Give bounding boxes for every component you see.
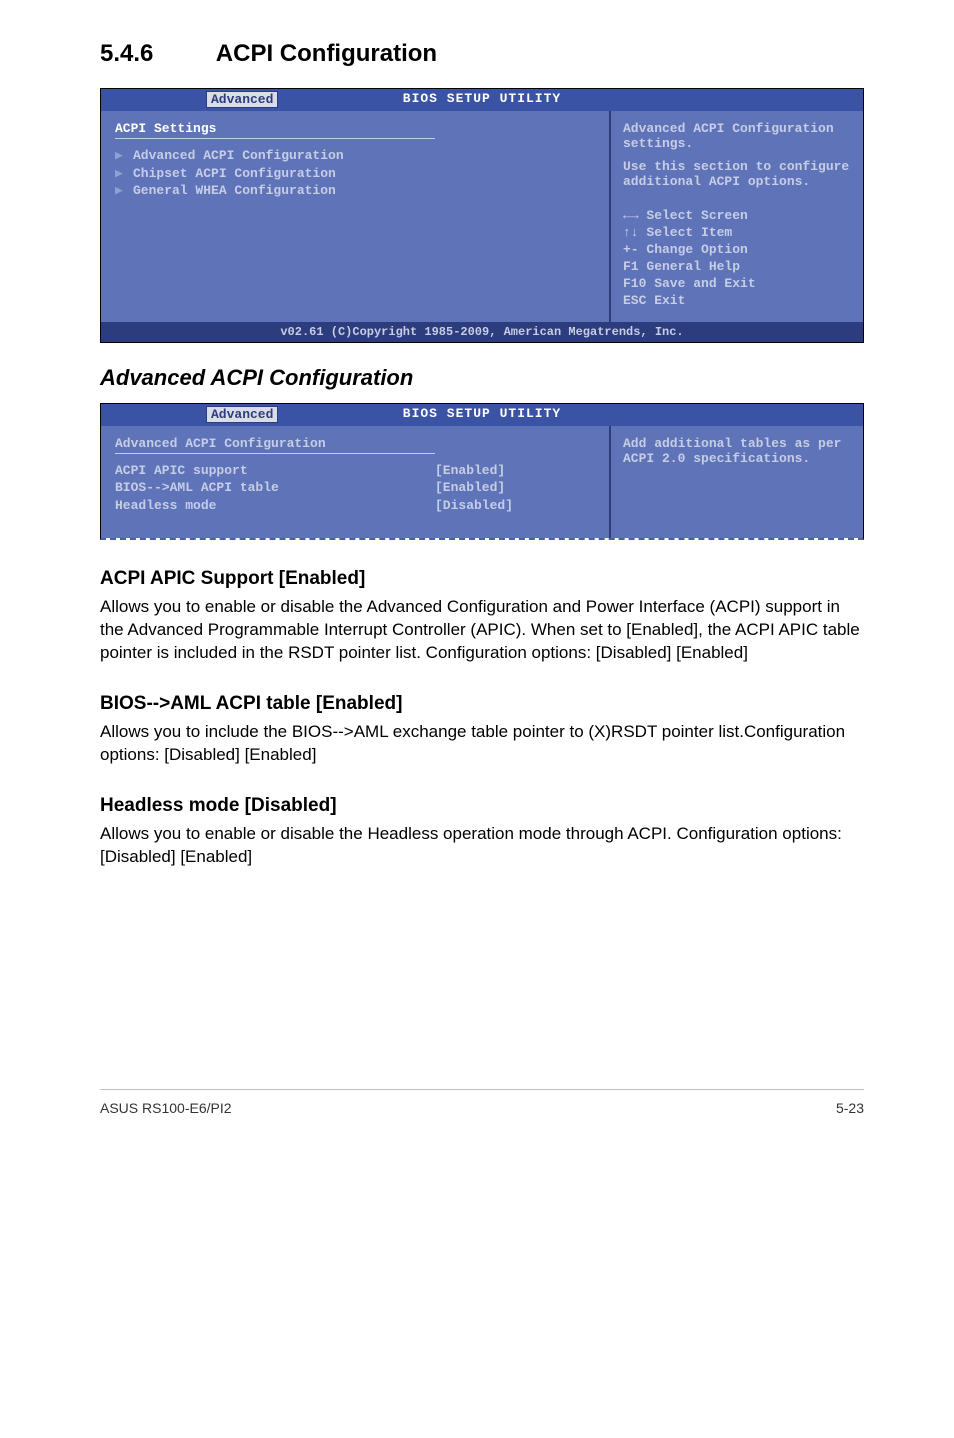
bios-menu-label: Advanced ACPI Configuration: [133, 148, 344, 163]
bios-menu-item[interactable]: ▶Advanced ACPI Configuration: [115, 147, 595, 165]
key-hint: ESC Exit: [623, 293, 853, 310]
setting-name: Headless mode: [115, 497, 435, 515]
bios-left-pane: ACPI Settings ▶Advanced ACPI Configurati…: [101, 111, 609, 322]
key-hint: ←→ Select Screen: [623, 208, 853, 225]
body-text: Allows you to include the BIOS-->AML exc…: [100, 721, 864, 767]
bios-setting-row[interactable]: ACPI APIC support[Enabled]: [115, 462, 585, 480]
bios-menu-label: Chipset ACPI Configuration: [133, 166, 336, 181]
bios-key-hints: ←→ Select Screen ↑↓ Select Item +- Chang…: [623, 208, 853, 309]
bios-title: BIOS SETUP UTILITY: [403, 406, 561, 421]
bios-help-text: Add additional tables as per ACPI 2.0 sp…: [623, 436, 853, 466]
key-hint: F1 General Help: [623, 259, 853, 276]
bios-panel-advanced-acpi: Advanced BIOS SETUP UTILITY Advanced ACP…: [100, 403, 864, 541]
setting-value: [Enabled]: [435, 479, 585, 497]
bios-setting-row[interactable]: BIOS-->AML ACPI table[Enabled]: [115, 479, 585, 497]
body-text: Allows you to enable or disable the Adva…: [100, 596, 864, 665]
divider: [115, 453, 435, 454]
chevron-right-icon: ▶: [115, 147, 133, 165]
key-hint: ↑↓ Select Item: [623, 225, 853, 242]
key-hint: F10 Save and Exit: [623, 276, 853, 293]
bios-heading: ACPI Settings: [115, 121, 595, 136]
chevron-right-icon: ▶: [115, 182, 133, 200]
bios-tab-advanced[interactable]: Advanced: [206, 91, 278, 108]
setting-value: [Disabled]: [435, 497, 585, 515]
bios-titlebar: Advanced BIOS SETUP UTILITY: [101, 89, 863, 111]
option-heading: ACPI APIC Support [Enabled]: [100, 568, 864, 590]
page-footer: ASUS RS100-E6/PI2 5-23: [100, 1089, 864, 1116]
setting-name: BIOS-->AML ACPI table: [115, 479, 435, 497]
bios-right-pane: Advanced ACPI Configuration settings. Us…: [609, 111, 863, 322]
bios-menu-label: General WHEA Configuration: [133, 183, 336, 198]
bios-help-text: Advanced ACPI Configuration settings.: [623, 121, 853, 151]
setting-value: [Enabled]: [435, 462, 585, 480]
bios-menu-item[interactable]: ▶General WHEA Configuration: [115, 182, 595, 200]
bios-left-pane: Advanced ACPI Configuration ACPI APIC su…: [101, 426, 609, 539]
bios-right-pane: Add additional tables as per ACPI 2.0 sp…: [609, 426, 863, 539]
key-hint: +- Change Option: [623, 242, 853, 259]
body-text: Allows you to enable or disable the Head…: [100, 823, 864, 869]
setting-name: ACPI APIC support: [115, 462, 435, 480]
bios-setting-row[interactable]: Headless mode[Disabled]: [115, 497, 585, 515]
footer-right: 5-23: [836, 1100, 864, 1116]
bios-menu-item[interactable]: ▶Chipset ACPI Configuration: [115, 165, 595, 183]
bios-help-text: Use this section to configure additional…: [623, 159, 853, 189]
footer-left: ASUS RS100-E6/PI2: [100, 1100, 232, 1116]
subsection-heading: Advanced ACPI Configuration: [100, 365, 864, 391]
divider: [115, 138, 435, 139]
bios-panel-acpi-settings: Advanced BIOS SETUP UTILITY ACPI Setting…: [100, 88, 864, 343]
bios-tab-advanced[interactable]: Advanced: [206, 406, 278, 423]
section-heading: 5.4.6 ACPI Configuration: [100, 40, 864, 68]
option-heading: BIOS-->AML ACPI table [Enabled]: [100, 693, 864, 715]
bios-heading: Advanced ACPI Configuration: [115, 436, 595, 451]
section-title: ACPI Configuration: [216, 40, 437, 67]
bios-titlebar: Advanced BIOS SETUP UTILITY: [101, 404, 863, 426]
bios-footer: v02.61 (C)Copyright 1985-2009, American …: [101, 322, 863, 342]
chevron-right-icon: ▶: [115, 165, 133, 183]
option-heading: Headless mode [Disabled]: [100, 795, 864, 817]
bios-title: BIOS SETUP UTILITY: [403, 91, 561, 106]
section-number: 5.4.6: [100, 40, 210, 68]
